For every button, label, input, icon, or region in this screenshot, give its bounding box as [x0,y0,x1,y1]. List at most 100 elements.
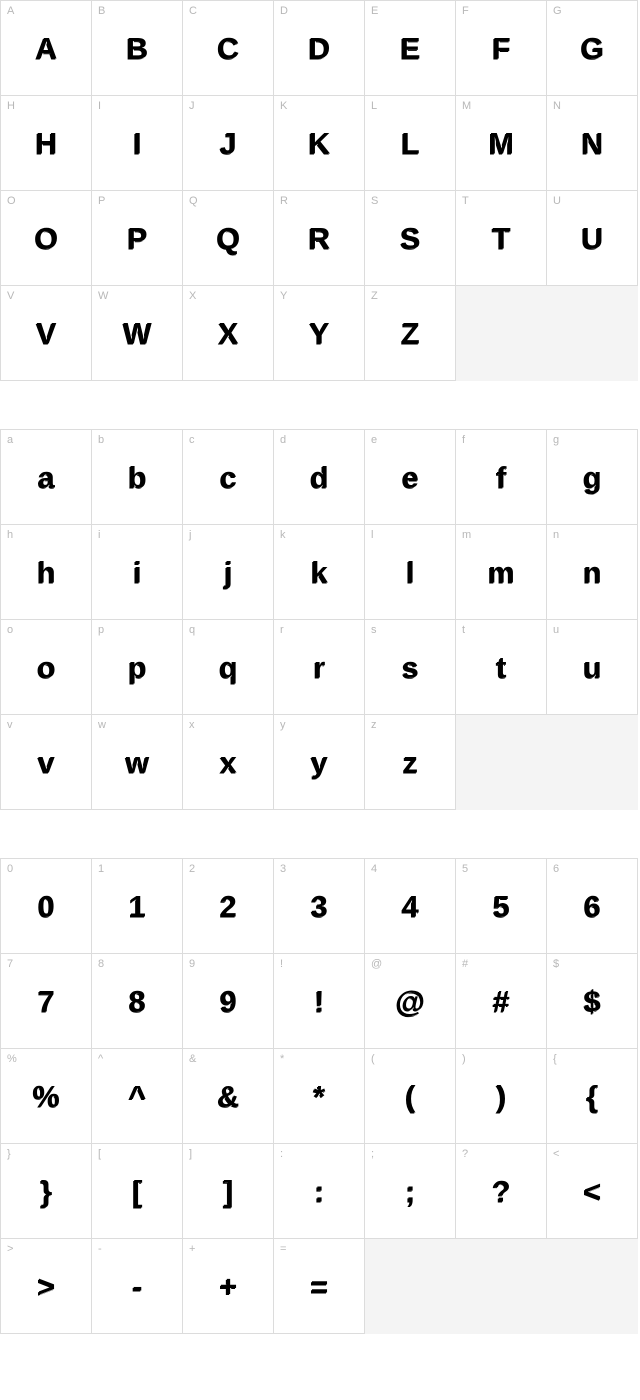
glyph-display: R [309,223,330,257]
glyph-key-label: ? [462,1148,468,1160]
glyph-cell: 66 [547,859,638,954]
glyph-cell-empty [547,1239,638,1334]
glyph-key-label: Y [280,290,287,302]
glyph-display: K [309,128,330,162]
glyph-key-label: C [189,5,197,17]
glyph-cell: qq [183,620,274,715]
glyph-display: Z [401,318,418,352]
glyph-display: J [220,128,236,162]
glyph-key-label: F [462,5,469,17]
glyph-display: M [489,128,513,162]
glyph-display: d [310,462,327,496]
glyph-display: X [218,318,237,352]
glyph-cell: 22 [183,859,274,954]
glyph-key-label: = [280,1243,286,1255]
glyph-key-label: $ [553,958,559,970]
glyph-display: A [36,33,57,67]
glyph-cell: )) [456,1049,547,1144]
glyph-cell: AA [1,1,92,96]
glyph-display: B [127,33,148,67]
glyph-cell: pp [92,620,183,715]
glyph-key-label: ) [462,1053,466,1065]
glyph-key-label: B [98,5,105,17]
glyph-display: k [311,557,327,591]
glyph-cell: PP [92,191,183,286]
glyph-key-label: 2 [189,863,195,875]
glyph-display: ; [406,1176,415,1210]
glyph-section-lowercase: aabbccddeeffgghhiijjkkllmmnnooppqqrrsstt… [0,429,640,810]
glyph-cell: 88 [92,954,183,1049]
glyph-display: p [128,652,145,686]
glyph-cell: TT [456,191,547,286]
glyph-cell: && [183,1049,274,1144]
glyph-display: m [488,557,514,591]
glyph-key-label: H [7,100,15,112]
glyph-key-label: b [98,434,104,446]
glyph-key-label: Z [371,290,378,302]
glyph-cell-empty [456,1239,547,1334]
glyph-cell: OO [1,191,92,286]
glyph-key-label: ( [371,1053,375,1065]
glyph-cell: ss [365,620,456,715]
glyph-display: 3 [311,891,327,925]
glyph-key-label: k [280,529,286,541]
glyph-cell: dd [274,430,365,525]
glyph-cell: 55 [456,859,547,954]
glyph-cell: uu [547,620,638,715]
glyph-key-label: D [280,5,288,17]
glyph-display: c [220,462,236,496]
glyph-display: 8 [129,986,145,1020]
glyph-display: f [497,462,506,496]
glyph-key-label: R [280,195,288,207]
glyph-key-label: 6 [553,863,559,875]
glyph-display: } [41,1176,52,1210]
glyph-key-label: 3 [280,863,286,875]
glyph-key-label: f [462,434,465,446]
glyph-key-label: T [462,195,469,207]
glyph-display: S [400,223,419,257]
glyph-display: & [218,1081,239,1115]
glyph-key-label: g [553,434,559,446]
glyph-key-label: s [371,624,377,636]
glyph-cell: ee [365,430,456,525]
glyph-key-label: * [280,1053,284,1065]
glyph-cell: 99 [183,954,274,1049]
glyph-display: < [584,1176,601,1210]
glyph-key-label: ^ [98,1053,103,1065]
glyph-display: r [314,652,325,686]
glyph-grid: AABBCCDDEEFFGGHHIIJJKKLLMMNNOOPPQQRRSSTT… [0,0,638,381]
glyph-cell: MM [456,96,547,191]
glyph-key-label: L [371,100,377,112]
glyph-section-uppercase: AABBCCDDEEFFGGHHIIJJKKLLMMNNOOPPQQRRSSTT… [0,0,640,381]
glyph-key-label: a [7,434,13,446]
glyph-cell: kk [274,525,365,620]
glyph-key-label: j [189,529,191,541]
glyph-key-label: > [7,1243,13,1255]
glyph-cell: oo [1,620,92,715]
glyph-cell: }} [1,1144,92,1239]
glyph-display: 4 [402,891,418,925]
glyph-key-label: d [280,434,286,446]
glyph-cell: aa [1,430,92,525]
glyph-display: * [314,1081,325,1115]
glyph-display: H [36,128,57,162]
glyph-cell: -- [92,1239,183,1334]
glyph-cell-empty [456,715,547,810]
glyph-cell: LL [365,96,456,191]
glyph-key-label: e [371,434,377,446]
glyph-display: - [133,1271,142,1305]
glyph-key-label: N [553,100,561,112]
glyph-display: + [220,1271,237,1305]
glyph-key-label: E [371,5,378,17]
glyph-key-label: n [553,529,559,541]
glyph-display: W [123,318,150,352]
glyph-cell: ii [92,525,183,620]
glyph-key-label: # [462,958,468,970]
glyph-display: q [219,652,236,686]
glyph-cell: << [547,1144,638,1239]
glyph-cell: $$ [547,954,638,1049]
glyph-cell: [[ [92,1144,183,1239]
glyph-cell: SS [365,191,456,286]
glyph-cell-empty [547,715,638,810]
glyph-cell: :: [274,1144,365,1239]
